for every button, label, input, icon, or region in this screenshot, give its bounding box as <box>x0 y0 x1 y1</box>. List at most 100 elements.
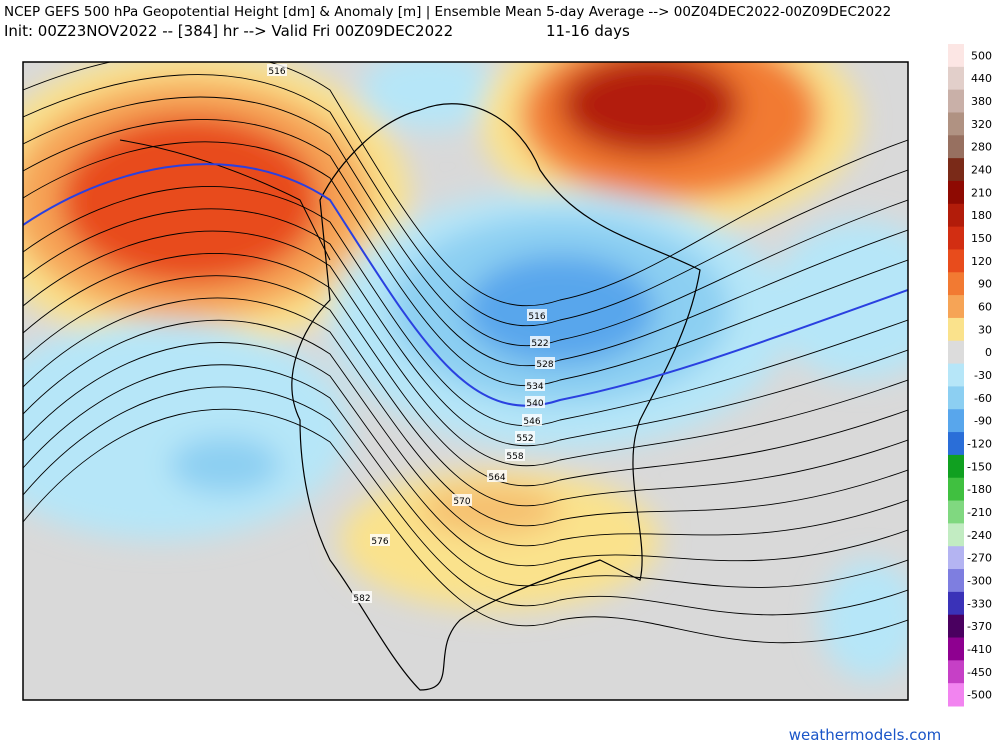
contour-line <box>23 319 908 547</box>
colorbar-label: 280 <box>971 141 992 154</box>
colorbar-swatch <box>948 683 964 707</box>
colorbar-swatch <box>948 523 964 547</box>
colorbar-label: 90 <box>978 278 992 291</box>
height-contours <box>23 62 908 644</box>
contour-line <box>23 62 908 307</box>
colorbar-label: -270 <box>967 552 992 565</box>
colorbar-swatch <box>948 477 964 502</box>
colorbar-swatch <box>948 500 964 524</box>
coastline <box>291 103 701 691</box>
contour-line <box>23 297 908 527</box>
colorbar-label: 150 <box>971 232 992 245</box>
colorbar-swatch <box>948 158 964 182</box>
colorbar-label: -240 <box>967 529 992 542</box>
colorbar-swatch <box>948 454 964 479</box>
colorbar-swatch <box>948 363 964 387</box>
contour-label-bg <box>530 336 550 348</box>
contour-line <box>23 141 908 387</box>
contour-label-bg <box>525 396 545 408</box>
contour-label: 534 <box>526 382 543 392</box>
contour-label-bg <box>515 431 535 443</box>
colorbar-label: 240 <box>971 164 992 177</box>
contour-line <box>23 96 908 347</box>
contour-label: 516 <box>268 67 285 77</box>
contour-label: 552 <box>516 434 533 444</box>
colorbar-label: 500 <box>971 49 992 62</box>
colorbar-label: 30 <box>978 323 992 336</box>
contour-label: 522 <box>531 339 548 349</box>
contour-line <box>23 163 908 407</box>
contour-line <box>23 118 908 367</box>
contour-label-bg <box>352 591 372 603</box>
contour-label: 564 <box>488 473 505 483</box>
colorbar-label: -90 <box>974 415 992 428</box>
contour-label-bg <box>452 494 472 506</box>
contour-line <box>23 186 908 427</box>
colorbar-swatch <box>948 135 964 159</box>
colorbar-label: -410 <box>967 643 992 656</box>
colorbar-label: 320 <box>971 118 992 131</box>
contour-line <box>23 408 908 644</box>
contour-line <box>23 386 908 616</box>
contour-label-bg <box>370 534 390 546</box>
colorbar-swatch <box>948 317 964 342</box>
period-text: 11-16 days <box>546 22 630 40</box>
colorbar-label: 0 <box>985 346 992 359</box>
colorbar-label: -450 <box>967 666 992 679</box>
colorbar-swatch <box>948 637 964 661</box>
contour-label: 516 <box>528 312 545 322</box>
colorbar-label: -500 <box>967 689 992 702</box>
colorbar-label: -60 <box>974 392 992 405</box>
colorbar-swatch <box>948 112 964 136</box>
colorbar-label: 120 <box>971 255 992 268</box>
colorbar-label: 60 <box>978 301 992 314</box>
contour-line <box>23 74 908 327</box>
contour-line <box>23 275 908 507</box>
colorbar-label: 180 <box>971 209 992 222</box>
colorbar-swatch <box>948 432 964 456</box>
colorbar-label: -300 <box>967 574 992 587</box>
contour-label: 582 <box>353 594 370 604</box>
colorbar-swatch <box>948 89 964 113</box>
colorbar-label: 380 <box>971 95 992 108</box>
colorbar-swatch <box>948 180 964 205</box>
contour-label-bg <box>535 357 555 369</box>
contour-label: 576 <box>371 537 388 547</box>
contour-line <box>23 230 908 467</box>
contour-label-bg <box>522 414 542 426</box>
colorbar-label: 210 <box>971 186 992 199</box>
contour-label-bg <box>267 64 287 76</box>
colorbar-swatch <box>948 660 964 684</box>
colorbar-swatch <box>948 569 964 593</box>
contour-line <box>23 342 908 567</box>
colorbar-swatch <box>948 614 964 639</box>
colorbar-swatch <box>948 409 964 433</box>
contour-label: 540 <box>526 399 543 409</box>
map-area <box>23 62 908 700</box>
title: NCEP GEFS 500 hPa Geopotential Height [d… <box>4 4 892 20</box>
colorbar-label: -30 <box>974 369 992 382</box>
colorbar-label: -150 <box>967 460 992 473</box>
contour-label-bg <box>505 449 525 461</box>
contour-line <box>23 364 908 588</box>
contour-label: 546 <box>523 417 540 427</box>
contour-line <box>23 253 908 487</box>
contour-label: 570 <box>453 497 470 507</box>
colorbar-label: -330 <box>967 597 992 610</box>
colorbar-swatch <box>948 340 964 365</box>
contour-label: 558 <box>506 452 523 462</box>
colorbar-label: -210 <box>967 506 992 519</box>
colorbar-label: -180 <box>967 483 992 496</box>
colorbar-swatch <box>948 591 964 616</box>
colorbar-swatch <box>948 66 964 91</box>
contour-label-bg <box>487 470 507 482</box>
contour-label-bg <box>525 379 545 391</box>
footer: weathermodels.com <box>789 726 942 744</box>
init-text: Init: 00Z23NOV2022 -- [384] hr --> Valid… <box>4 22 454 40</box>
map-frame <box>22 61 909 701</box>
colorbar-swatch <box>948 249 964 273</box>
colorbar-swatch <box>948 272 964 296</box>
colorbar-label: -370 <box>967 620 992 633</box>
